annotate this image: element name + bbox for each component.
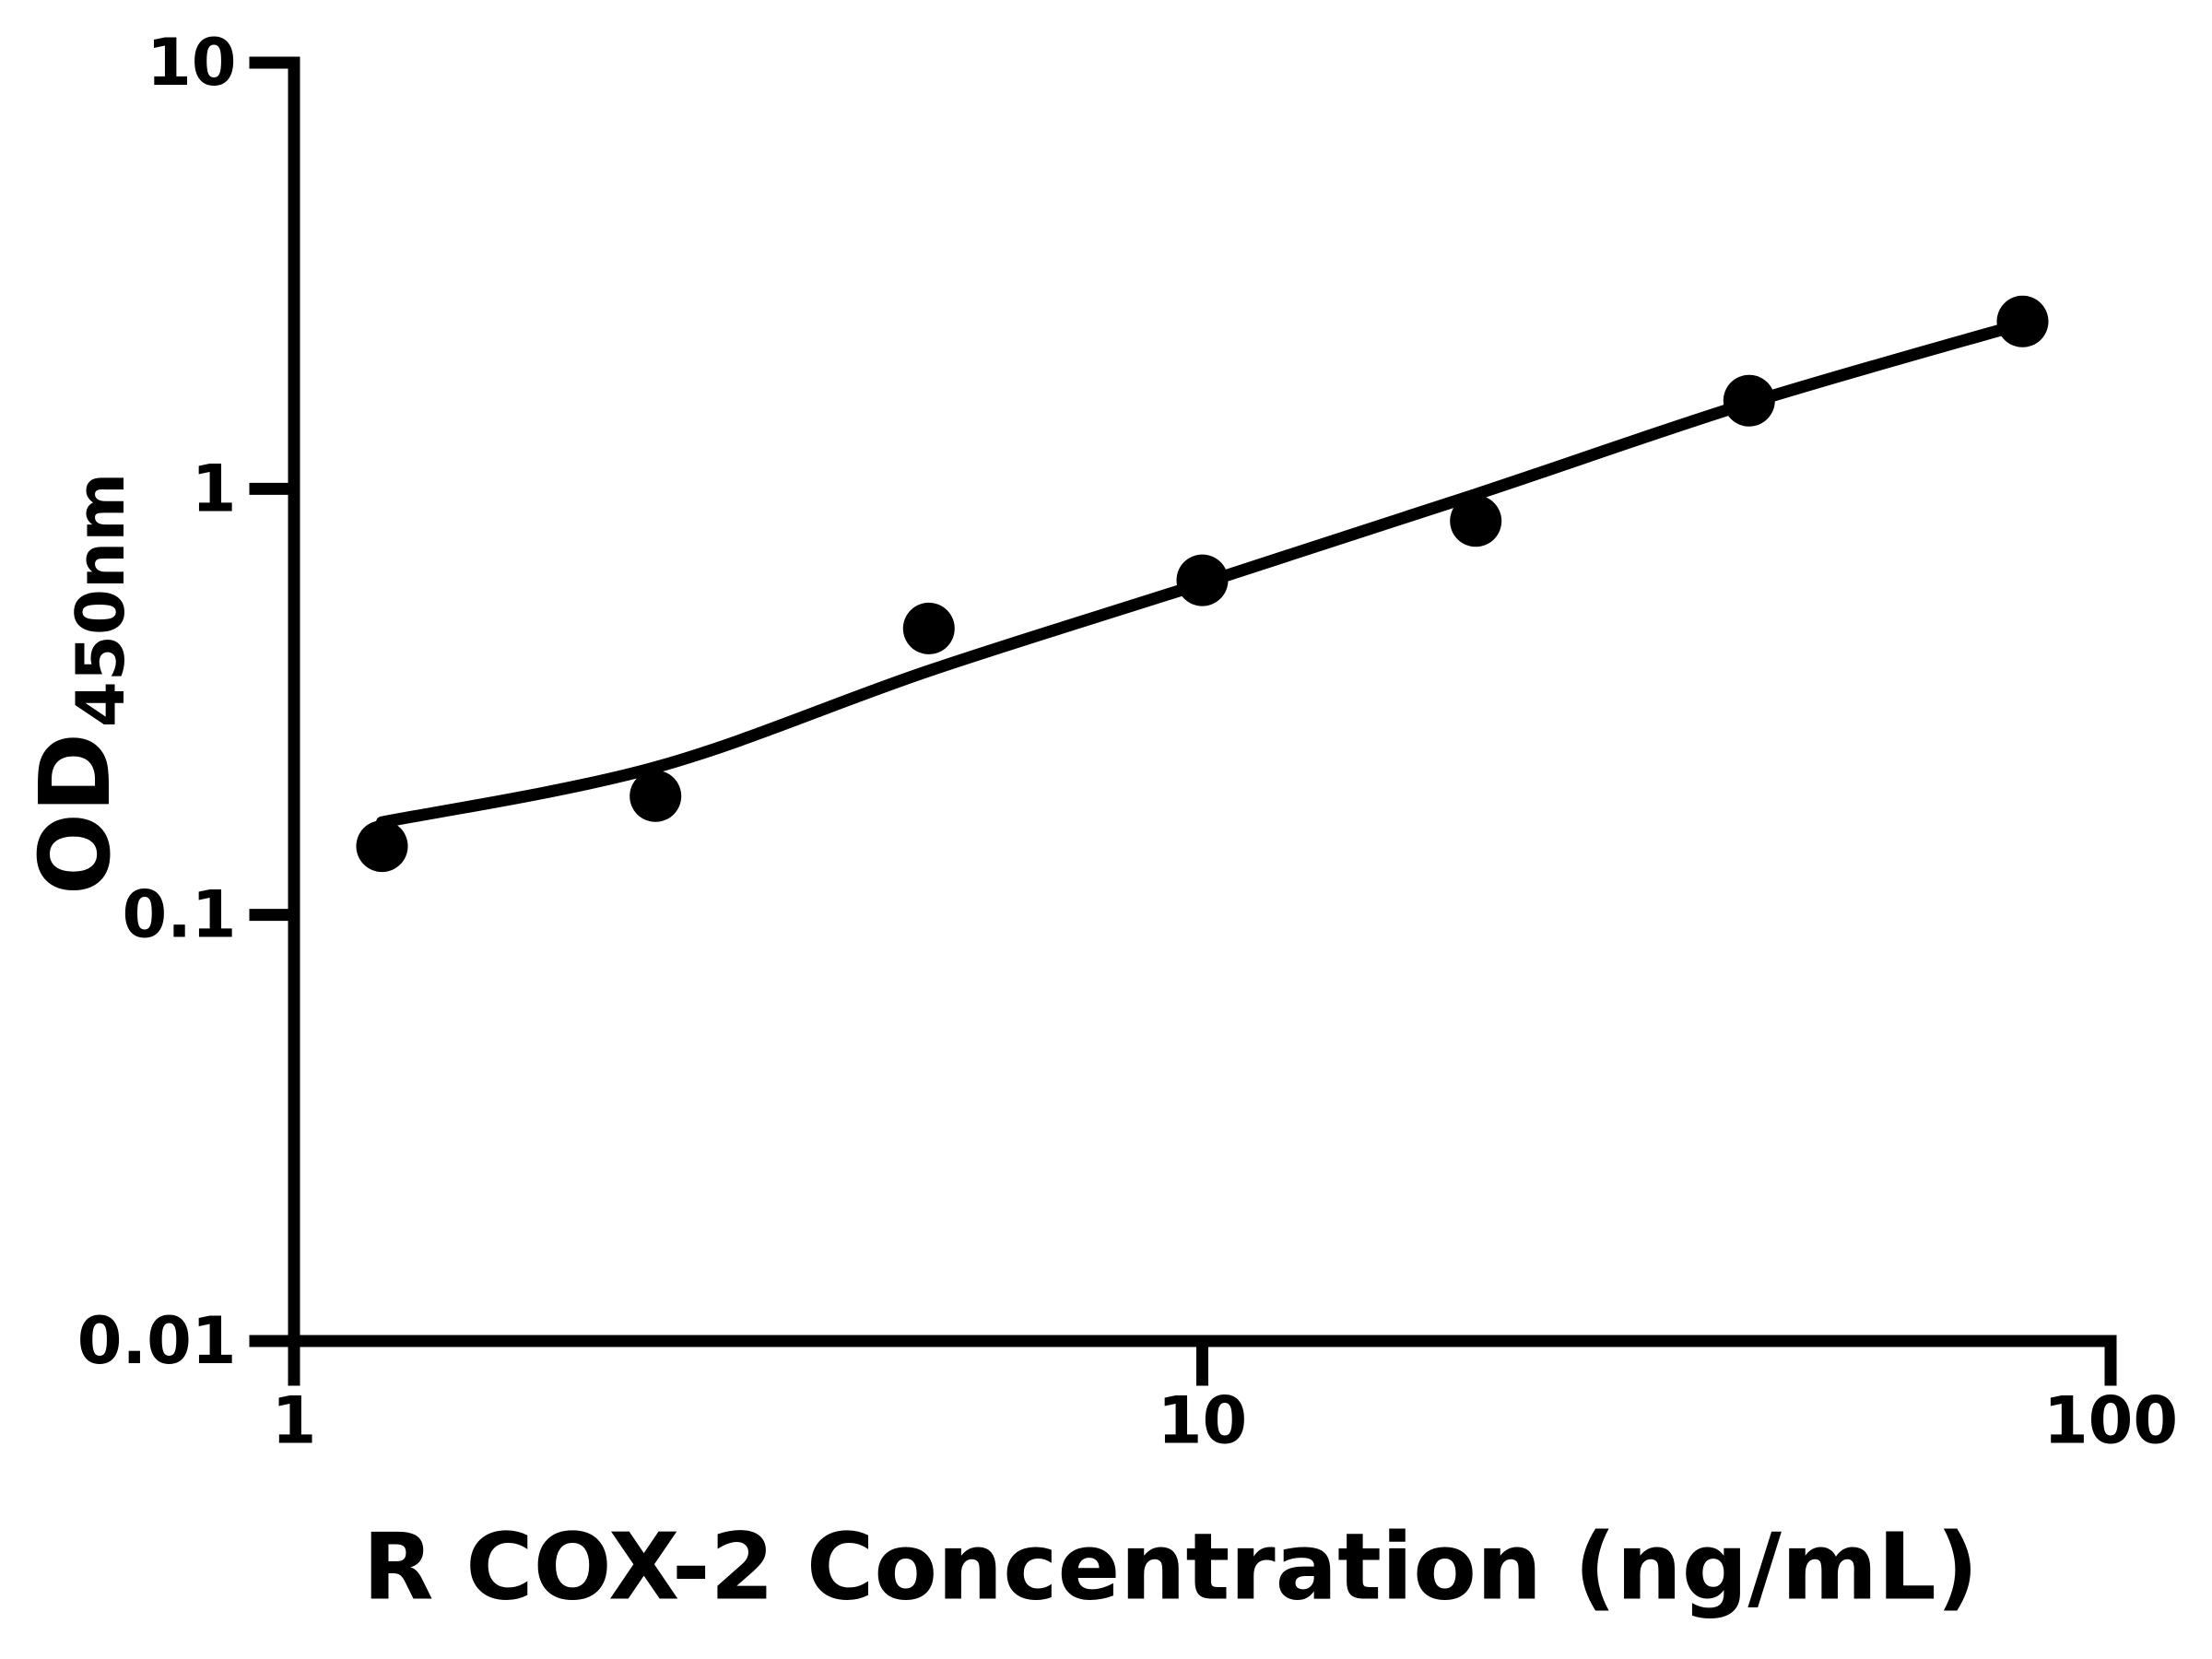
data-point-5 — [1450, 495, 1502, 547]
x-tick-label-1: 1 — [272, 1383, 317, 1459]
x-axis-label: R COX-2 Concentration (ng/mL) — [362, 1513, 1978, 1621]
y-axis-label-main: OD — [19, 733, 132, 895]
data-points-layer — [356, 295, 2049, 873]
y-tick-label-0.01: 0.01 — [77, 1303, 237, 1379]
data-point-7 — [1996, 295, 2049, 347]
data-point-3 — [902, 602, 955, 654]
y-axis-label-subscript: 450nm — [62, 473, 139, 728]
axes — [288, 56, 2117, 1347]
y-tick-label-10: 10 — [147, 25, 236, 100]
y-tick-label-0.1: 0.1 — [122, 877, 236, 953]
data-point-6 — [1723, 374, 1775, 427]
y-axis-label: OD 450nm — [19, 473, 139, 896]
data-point-4 — [1176, 554, 1229, 606]
x-tick-label-10: 10 — [1158, 1383, 1247, 1459]
data-point-2 — [629, 770, 682, 822]
x-tick-label-100: 100 — [2043, 1383, 2178, 1459]
tick-marks-and-labels: 10 1 0.1 0.01 1 10 100 — [77, 25, 2178, 1459]
y-tick-label-1: 1 — [192, 451, 237, 526]
data-point-1 — [356, 820, 408, 873]
